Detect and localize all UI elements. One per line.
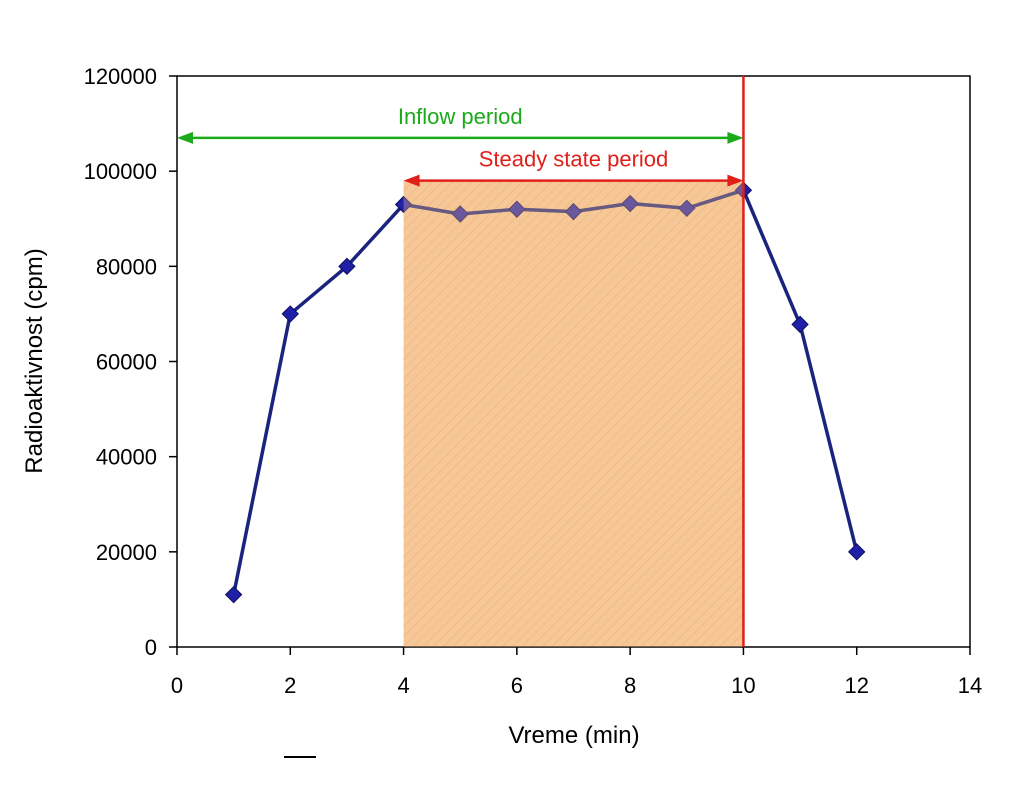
steady-state-arrow-head-right	[727, 174, 744, 187]
data-point	[678, 199, 696, 217]
y-tick-label: 0	[145, 635, 157, 660]
x-axis-title: Vreme (min)	[508, 722, 639, 749]
x-tick-label: 4	[397, 673, 409, 698]
inflow-label: Inflow period	[398, 104, 523, 129]
steady-state-overlay	[403, 180, 744, 647]
series-line	[231, 188, 859, 596]
data-point	[394, 195, 413, 214]
y-tick-label: 20000	[96, 540, 157, 565]
data-point	[791, 315, 809, 334]
x-tick-label: 2	[284, 673, 296, 698]
data-point	[224, 585, 243, 604]
data-point	[848, 543, 866, 561]
x-tick-label: 8	[624, 673, 636, 698]
x-tick-label: 6	[511, 673, 523, 698]
inflow-arrow-head-right	[727, 131, 744, 144]
x-tick-label: 0	[171, 673, 183, 698]
steady-state-region	[403, 180, 744, 647]
y-tick-label: 60000	[96, 350, 157, 375]
data-point	[451, 205, 469, 223]
x-tick-label: 14	[958, 673, 982, 698]
y-axis-title: Radioaktivnost (cpm)	[21, 248, 48, 473]
x-tick-label: 12	[844, 673, 868, 698]
steady-state-arrow-head-left	[403, 174, 420, 187]
data-point	[621, 194, 639, 213]
y-tick-label: 100000	[84, 159, 157, 184]
data-point	[564, 202, 583, 221]
data-point	[508, 200, 526, 218]
steady-state-label: Steady state period	[479, 147, 669, 172]
inflow-arrow-head-left	[177, 131, 193, 144]
data-point	[338, 257, 356, 276]
y-tick-label: 120000	[84, 64, 157, 89]
y-tick-label: 40000	[96, 445, 157, 470]
x-tick-label: 10	[731, 673, 755, 698]
y-tick-label: 80000	[96, 254, 157, 279]
data-point	[281, 305, 299, 323]
